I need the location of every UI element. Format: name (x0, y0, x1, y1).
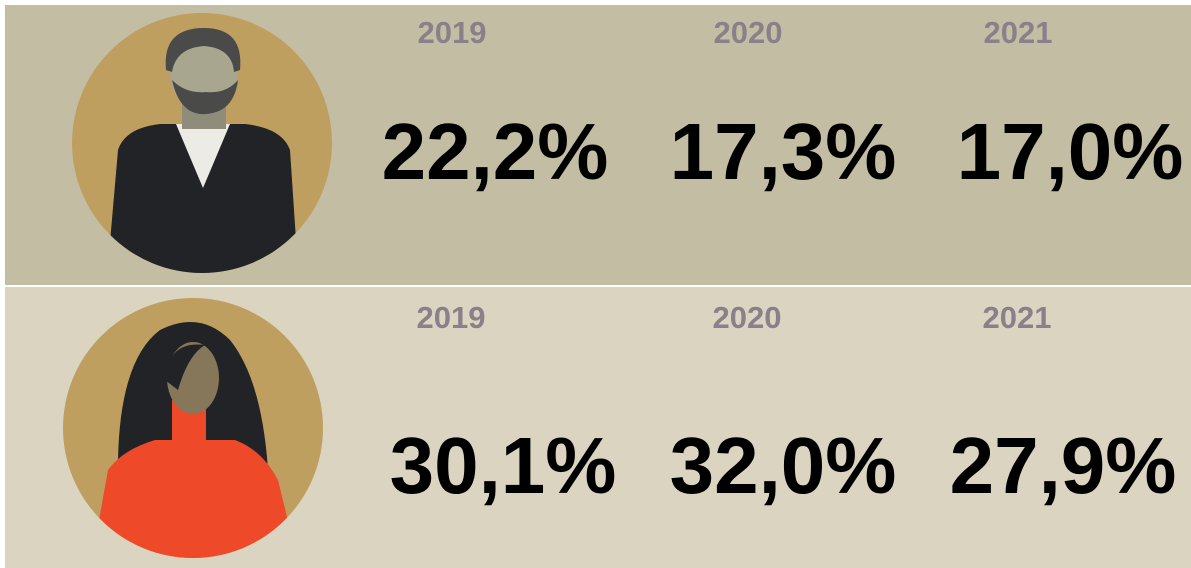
infographic: 2019 2020 2021 22,2% 17,3% 17,0% 2019 20… (0, 0, 1191, 568)
value-label: 32,0% (670, 421, 897, 510)
value-label: 27,9% (950, 421, 1177, 510)
year-label: 2021 (984, 15, 1053, 50)
year-label: 2020 (714, 15, 783, 50)
year-label: 2020 (713, 300, 782, 335)
value-label: 17,0% (957, 107, 1184, 196)
year-label: 2021 (983, 300, 1052, 335)
value-label: 30,1% (390, 421, 617, 510)
year-label: 2019 (417, 300, 486, 335)
value-label: 22,2% (382, 107, 609, 196)
value-label: 17,3% (670, 107, 897, 196)
year-label: 2019 (418, 15, 487, 50)
